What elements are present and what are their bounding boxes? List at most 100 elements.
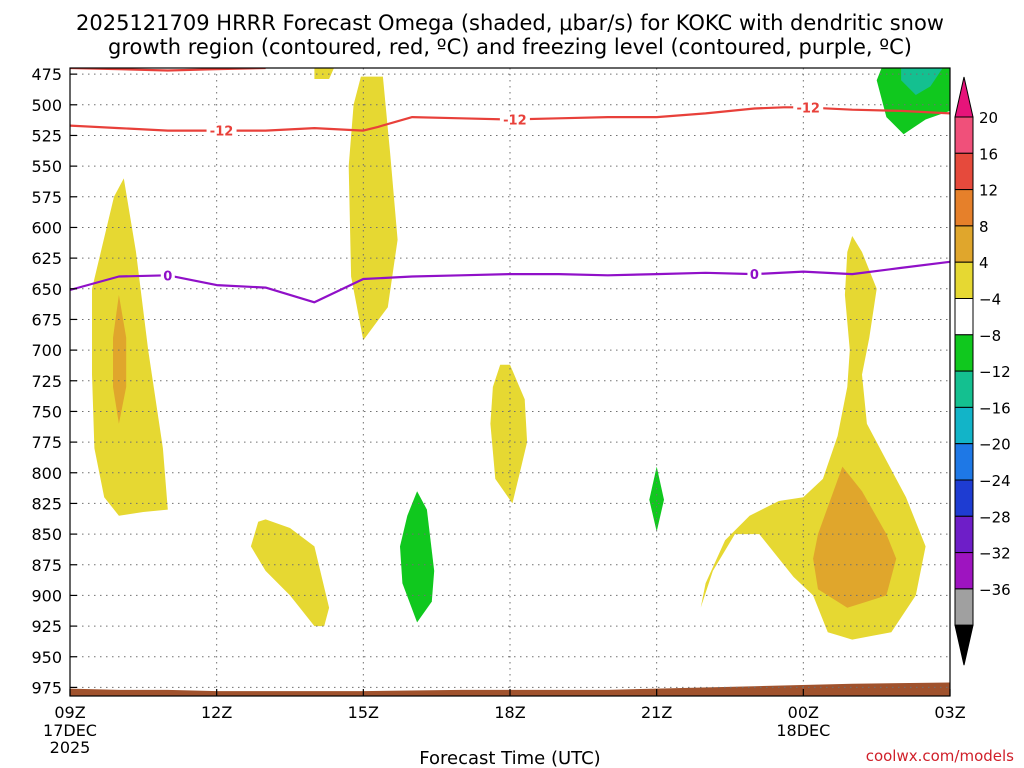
contour-label-bg <box>160 267 175 284</box>
y-tick-label: 525 <box>31 126 62 145</box>
y-tick-label: 475 <box>31 65 62 84</box>
x-tick-sublabel: 18DEC <box>776 721 830 740</box>
colorbar-swatch <box>954 189 974 227</box>
contour-label-bg <box>499 111 530 128</box>
contour-labels: -12 -12 -12 0 0 <box>160 99 824 284</box>
contour-label-bg <box>793 99 824 116</box>
title-line-1: 2025121709 HRRR Forecast Omega (shaded, … <box>76 11 944 35</box>
omega-orange-1 <box>813 466 897 608</box>
colorbar-label: −32 <box>979 545 1011 563</box>
contour-label: 0 <box>750 268 759 283</box>
contour-line-dgz <box>70 68 266 72</box>
colorbar-swatch <box>954 298 974 336</box>
x-tick-label: 00Z <box>788 703 819 722</box>
terrain-band <box>70 682 950 696</box>
omega-green-2 <box>876 68 950 135</box>
colorbar-label: 20 <box>979 109 998 127</box>
terrain-layer <box>70 682 950 696</box>
colorbar-label: −24 <box>979 472 1011 490</box>
title-line-2: growth region (contoured, red, ºC) and f… <box>108 35 912 59</box>
x-tick-label: 12Z <box>201 703 232 722</box>
omega-shading <box>92 68 950 640</box>
omega-orange-0 <box>113 294 127 424</box>
y-tick-label: 800 <box>31 464 62 483</box>
colorbar-label: −16 <box>979 399 1011 417</box>
colorbar-swatch <box>954 152 974 191</box>
contour-label-bg <box>206 122 237 139</box>
colorbar-swatch <box>954 443 974 481</box>
y-tick-label: 675 <box>31 310 62 329</box>
x-tick-sublabel: 2025 <box>50 738 91 757</box>
y-tick-label: 725 <box>31 372 62 391</box>
x-tick-label: 09Z <box>54 703 85 722</box>
chart-title: 2025121709 HRRR Forecast Omega (shaded, … <box>76 11 944 59</box>
colorbar-label: −36 <box>979 581 1011 599</box>
contour-label-bg <box>747 266 762 283</box>
y-tick-label: 600 <box>31 218 62 237</box>
colorbar-label: 12 <box>979 182 998 200</box>
colorbar-top-arrow <box>954 76 974 118</box>
x-tick-label: 15Z <box>348 703 379 722</box>
contour-label: -12 <box>796 101 820 116</box>
omega-yellow-0 <box>92 178 168 516</box>
omega-teal-0 <box>901 68 943 95</box>
credit-text: coolwx.com/models <box>866 747 1014 765</box>
colorbar-swatch <box>954 370 974 408</box>
omega-green-1 <box>649 466 664 532</box>
colorbar-label: −8 <box>979 327 1001 345</box>
y-tick-label: 625 <box>31 249 62 268</box>
colorbar-swatch <box>954 552 974 590</box>
y-tick-label: 825 <box>31 494 62 513</box>
y-tick-label: 975 <box>31 678 62 697</box>
y-tick-label: 550 <box>31 157 62 176</box>
y-tick-label: 775 <box>31 433 62 452</box>
colorbar-swatch <box>954 116 974 154</box>
colorbar-swatch <box>954 225 974 263</box>
colorbar-swatch <box>954 334 974 372</box>
contour-label: 0 <box>163 269 172 284</box>
y-tick-label: 650 <box>31 280 62 299</box>
colorbar-label: 8 <box>979 218 989 236</box>
omega-yellow-4 <box>490 364 528 504</box>
colorbar-label: 16 <box>979 145 998 163</box>
colorbar-swatch <box>954 406 974 445</box>
contour-label: -12 <box>503 114 527 129</box>
x-tick-label: 03Z <box>934 703 965 722</box>
x-axis-title: Forecast Time (UTC) <box>419 748 600 768</box>
y-tick-label: 875 <box>31 556 62 575</box>
y-tick-label: 500 <box>31 96 62 115</box>
gridlines <box>70 68 950 696</box>
colorbar-label: −28 <box>979 508 1011 526</box>
y-tick-label: 950 <box>31 648 62 667</box>
contour-line-freezing <box>70 260 950 304</box>
omega-yellow-3 <box>250 519 330 627</box>
y-tick-label: 750 <box>31 402 62 421</box>
y-axis: 475 500 525 550 575 600 625 650 675 700 725 750 775 8… <box>31 65 77 697</box>
y-tick-label: 925 <box>31 617 62 636</box>
colorbar-swatch <box>954 588 974 626</box>
colorbar: 20 16 12 8 4 −4 −8 −12 −16 −20 −24 −28 −32 −36 <box>954 76 1011 666</box>
colorbar-swatch <box>954 515 974 554</box>
colorbar-swatch <box>954 479 974 517</box>
omega-yellow-5 <box>700 236 926 640</box>
x-tick-label: 21Z <box>641 703 672 722</box>
x-tick-sublabel: 17DEC <box>43 721 97 740</box>
colorbar-bottom-arrow <box>954 624 974 666</box>
x-tick-label: 18Z <box>494 703 525 722</box>
colorbar-label: −12 <box>979 363 1011 381</box>
colorbar-label: 4 <box>979 254 989 272</box>
omega-yellow-1 <box>314 68 334 79</box>
contour-label: -12 <box>210 125 234 140</box>
colorbar-label: −20 <box>979 436 1011 454</box>
omega-yellow-2 <box>348 76 398 341</box>
y-tick-label: 850 <box>31 525 62 544</box>
y-tick-label: 575 <box>31 188 62 207</box>
omega-green-0 <box>400 491 435 623</box>
colorbar-swatch <box>954 261 974 300</box>
plot-area <box>70 68 950 696</box>
y-tick-label: 900 <box>31 586 62 605</box>
colorbar-label: −4 <box>979 291 1001 309</box>
y-tick-label: 700 <box>31 341 62 360</box>
